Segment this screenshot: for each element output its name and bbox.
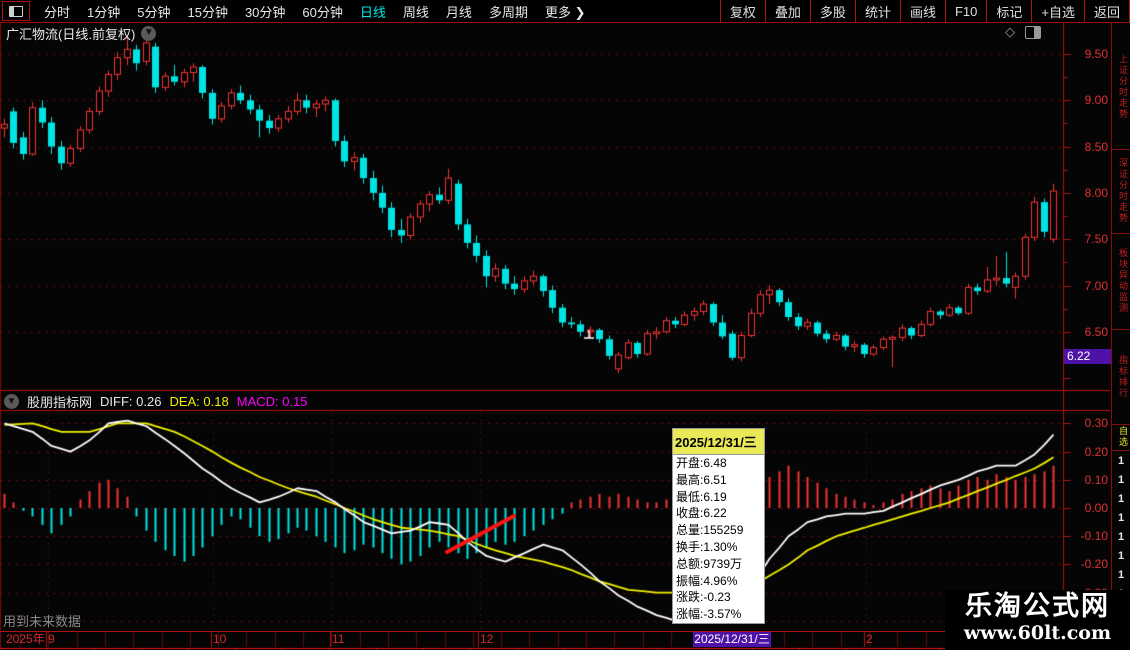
macd-tick-label: 0.30 [1084,416,1108,431]
strip-digit-2[interactable]: 1 [1117,474,1125,486]
month-label-12: 12 [480,632,494,646]
tool-item-9[interactable]: 返回 [1083,0,1130,22]
price-tick-label: 9.00 [1084,93,1108,108]
layout-toggle-button[interactable] [2,1,30,21]
year-label: 2025年 [6,632,45,646]
month-label-11: 11 [332,632,345,646]
period-item-9[interactable]: 月线 [445,4,472,20]
price-tick-label: 6.50 [1084,324,1108,339]
indicator-name: 股朋指标网 [27,395,93,410]
price-tick-label: 8.50 [1084,139,1108,154]
watermark-name: 乐淘公式网 [965,591,1110,621]
period-item-3[interactable]: 5分钟 [137,4,171,20]
tooltip-date: 2025/12/31/三 [673,429,764,455]
strip-tab-1[interactable]: 上证分时走势 [1112,25,1130,150]
tooltip-row-换手: 换手:1.30% [676,539,738,554]
time-axis: 2025年 9 10 11 12 2 [0,631,1110,649]
period-item-4[interactable]: 15分钟 [187,4,228,20]
month-label-10: 10 [213,632,227,646]
indicator-header: ▼ 股朋指标网 DIFF: 0.26 DEA: 0.18 MACD: 0.15 [4,393,308,410]
tool-item-3[interactable]: 多股 [809,0,855,22]
tooltip-row-总额: 总额:9739万 [676,556,743,571]
period-item-11[interactable]: 更多 ❯ [544,4,586,20]
month-label-9: 9 [48,632,55,646]
strip-tab-4[interactable]: 指标排行 [1112,329,1130,425]
tool-item-4[interactable]: 统计 [854,0,900,22]
tool-item-5[interactable]: 画线 [899,0,945,22]
period-item-10[interactable]: 多周期 [488,4,528,20]
future-data-notice: 用到未来数据 [3,614,82,629]
strip-tab-2[interactable]: 深证分时走势 [1112,149,1130,234]
month-label-2: 2 [866,632,873,646]
corner-icons: ◇ [1005,24,1041,40]
macd-tick-label: 0.10 [1084,472,1108,487]
strip-tab-5[interactable]: 自选 [1112,424,1130,451]
tool-item-7[interactable]: 标记 [986,0,1031,22]
selected-date-badge: 2025/12/31/三 [693,632,771,647]
period-item-6[interactable]: 60分钟 [302,4,343,20]
candle-info-tooltip: 2025/12/31/三 开盘:6.48 最高:6.51 最低:6.19 收盘:6.2… [672,428,765,624]
tooltip-row-涨跌: 涨跌:-0.23 [676,590,731,605]
strip-digit-6[interactable]: 1 [1117,550,1125,562]
price-tick-label: 7.00 [1084,278,1108,293]
period-item-7[interactable]: 日线 [359,4,386,20]
page-title: 广汇物流(日线.前复权) [6,26,136,42]
price-tick-label: 9.50 [1084,47,1108,61]
strip-digit-3[interactable]: 1 [1117,493,1125,505]
last-price-badge: 6.22 [1064,349,1113,364]
tooltip-row-开盘: 开盘:6.48 [676,456,727,470]
macd-tick-label: -0.20 [1080,557,1108,572]
strip-digit-4[interactable]: 1 [1117,512,1125,524]
tooltip-row-最高: 最高:6.51 [676,472,727,487]
watermark-url: www.60lt.com [963,622,1112,644]
macd-tick-label: 0.20 [1084,444,1108,459]
watermark: 乐淘公式网 www.60lt.com [945,590,1130,650]
tooltip-row-振幅: 振幅:4.96% [676,573,738,588]
right-sidebar-strip: 上证分时走势深证分时走势板块异动监测指标排行自选11111111 [1111,23,1130,650]
diff-value: DIFF: 0.26 [100,394,162,409]
tool-item-2[interactable]: 叠加 [764,0,810,22]
tooltip-row-涨幅: 涨幅:-3.57% [676,607,742,622]
period-item-1[interactable]: 分时 [44,4,71,20]
tooltip-row-收盘: 收盘:6.22 [676,506,727,521]
strip-tab-3[interactable]: 板块异动监测 [1112,233,1130,330]
dea-value: DEA: 0.18 [169,394,229,409]
tool-item-6[interactable]: F10 [944,0,986,22]
macd-tick-label: -0.10 [1080,529,1108,544]
tooltip-row-总量: 总量:155259 [676,523,744,538]
tool-menu: 复权 叠加 多股 统计 画线 F10 标记 +自选 返回 [719,0,1130,22]
strip-digit-1[interactable]: 1 [1117,455,1125,467]
price-tick-label: 8.00 [1084,185,1108,200]
price-tick-label: 7.50 [1084,232,1108,247]
tooltip-row-最低: 最低:6.19 [676,489,727,504]
period-item-5[interactable]: 30分钟 [244,4,286,20]
macd-value: MACD: 0.15 [236,394,308,409]
macd-tick-label: 0.00 [1084,501,1108,515]
panel-icon[interactable] [1025,25,1041,39]
top-menu-bar: 分时 1分钟 5分钟 15分钟 30分钟 60分钟 日线 周线 月线 多周期 更多 ❯ 复权 叠加 多股… [0,0,1130,23]
tool-item-1[interactable]: 复权 [719,0,765,22]
chart-title-row: 广汇物流(日线.前复权) ▼ [6,25,157,42]
period-item-8[interactable]: 周线 [402,4,429,20]
layout-icon [9,5,23,17]
strip-digit-7[interactable]: 1 [1117,569,1125,581]
period-menu: 分时 1分钟 5分钟 15分钟 30分钟 60分钟 日线 周线 月线 多周期 更多 ❯ [44,2,585,21]
collapse-icon[interactable]: ▼ [4,394,19,409]
chevron-down-icon[interactable]: ▼ [141,25,157,41]
period-item-2[interactable]: 1分钟 [87,4,121,20]
diamond-icon[interactable]: ◇ [1005,24,1015,39]
strip-digit-5[interactable]: 1 [1117,531,1125,543]
tool-item-8[interactable]: +自选 [1031,0,1084,22]
